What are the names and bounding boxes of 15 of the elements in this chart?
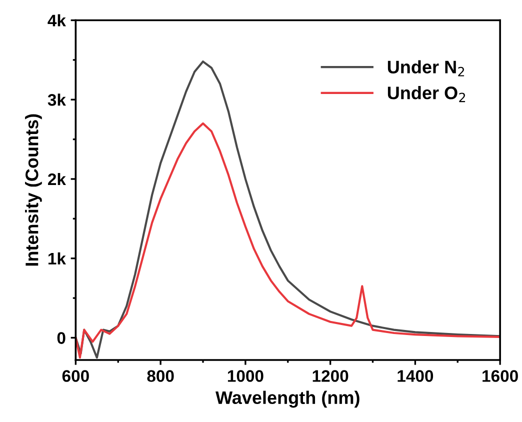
- x-tick-label: 1200: [312, 370, 348, 382]
- x-axis-title: Wavelength (nm): [216, 390, 360, 408]
- y-tick-label: 1k: [48, 252, 66, 264]
- y-tick-label: 2k: [48, 172, 66, 186]
- y-tick-label: 0: [57, 332, 66, 344]
- legend-label: Under N$_{2}$: [388, 60, 464, 76]
- x-tick-label: 1400: [398, 370, 434, 382]
- y-tick-label: 3k: [48, 94, 66, 106]
- legend-label: Under O$_{2}$: [388, 86, 466, 102]
- x-tick-label: 1000: [228, 370, 264, 382]
- x-tick-label: 600: [62, 370, 89, 382]
- x-tick-label: 800: [147, 370, 174, 382]
- y-tick-label: 4k: [48, 14, 66, 26]
- x-tick-label: 1600: [482, 370, 518, 382]
- y-axis-title: Intensity (Counts): [25, 114, 42, 266]
